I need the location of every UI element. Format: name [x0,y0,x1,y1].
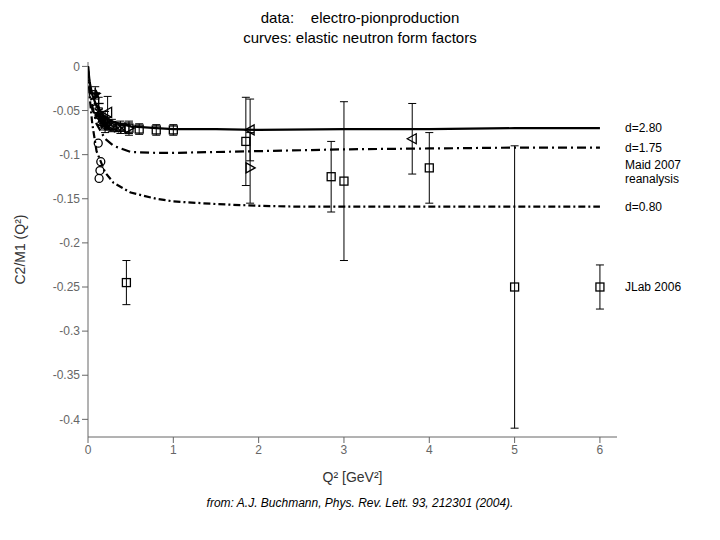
svg-text:2: 2 [255,443,262,457]
svg-text:C2/M1 (Q²): C2/M1 (Q²) [12,215,28,285]
html-text:curves: elastic neutron form f: curves: elastic neutron form factors [243,29,477,46]
svg-text:-0.25: -0.25 [53,280,81,294]
svg-text:0: 0 [85,443,92,457]
svg-text:Maid 2007reanalysis: Maid 2007reanalysis [625,158,681,186]
svg-text:-0.4: -0.4 [59,413,80,427]
svg-text:d=2.80: d=2.80 [625,121,662,135]
svg-text:3: 3 [341,443,348,457]
html-text:data: electro-pionproduction: data: electro-pionproduction [260,9,460,26]
svg-text:Q² [GeV²]: Q² [GeV²] [323,469,383,485]
svg-text:0: 0 [73,60,80,74]
svg-text:JLab 2006: JLab 2006 [625,280,681,294]
svg-text:6: 6 [597,443,604,457]
svg-text:1: 1 [170,443,177,457]
svg-text:-0.2: -0.2 [59,236,80,250]
svg-text:d=1.75: d=1.75 [625,141,662,155]
svg-text:-0.3: -0.3 [59,324,80,338]
svg-text:-0.05: -0.05 [53,104,81,118]
svg-text:5: 5 [511,443,518,457]
html-text:from: A.J. Buchmann, Phys. Rev: from: A.J. Buchmann, Phys. Rev. Lett. 93… [206,496,514,510]
svg-text:-0.15: -0.15 [53,192,81,206]
svg-text:d=0.80: d=0.80 [625,200,662,214]
svg-text:-0.1: -0.1 [59,148,80,162]
svg-text:-0.35: -0.35 [53,368,81,382]
svg-text:4: 4 [426,443,433,457]
